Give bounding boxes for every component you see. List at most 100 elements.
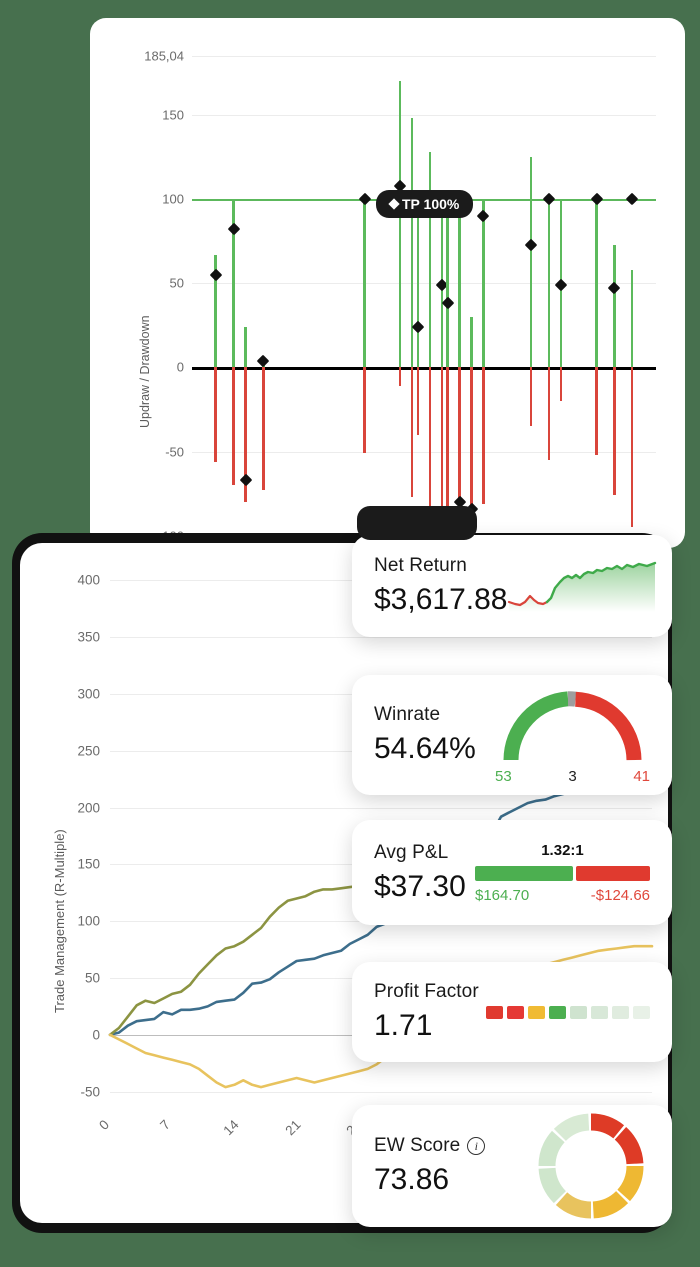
drawdown-bar[interactable] — [244, 367, 247, 503]
avg-pl-title: Avg P&L — [374, 841, 449, 863]
ew-score-value: 73.86 — [374, 1163, 450, 1196]
y-axis-tick: -50 — [80, 1084, 100, 1100]
updraw-bar[interactable] — [428, 151, 432, 368]
profit-factor-segment — [486, 1005, 503, 1019]
avg-pl-ratio-bar — [475, 865, 650, 881]
avg-loss-value: -$124.66 — [590, 886, 650, 904]
drawdown-bar[interactable] — [232, 367, 235, 486]
profit-factor-segment — [591, 1005, 608, 1019]
profit-factor-segment — [507, 1005, 524, 1019]
ew-score-donut-segment — [592, 1190, 629, 1219]
updraw-bar[interactable] — [244, 327, 247, 368]
ew-score-label: EW Score — [374, 1135, 461, 1156]
drawdown-bar[interactable] — [398, 367, 402, 386]
updraw-bar[interactable] — [458, 199, 461, 368]
updraw-bar[interactable] — [613, 244, 616, 368]
drawdown-bar[interactable] — [410, 367, 414, 497]
metric-card-winrate[interactable]: Winrate 54.64% 53 3 41 — [352, 675, 672, 795]
drawdown-bar[interactable] — [595, 367, 598, 455]
updraw-bar[interactable] — [595, 199, 598, 368]
gridline — [110, 807, 652, 809]
y-axis-tick: 0 — [92, 1027, 100, 1043]
ew-score-donut-segment — [555, 1192, 592, 1219]
drawdown-bar[interactable] — [458, 367, 461, 529]
trade-close-marker[interactable] — [227, 223, 241, 236]
updraw-bar[interactable] — [630, 269, 634, 368]
profit-factor-segment — [549, 1005, 566, 1019]
profit-factor-segments — [486, 1005, 650, 1019]
ew-score-title: EW Score i — [374, 1135, 486, 1157]
drawdown-bar[interactable] — [547, 367, 551, 460]
tooltip-tp: TP 100% — [376, 190, 474, 218]
gridline — [192, 283, 656, 285]
drawdown-bar[interactable] — [428, 367, 432, 535]
y-axis-tick: 200 — [77, 800, 100, 816]
y-axis-tick: 100 — [162, 191, 184, 207]
drawdown-bar[interactable] — [262, 367, 265, 491]
updraw-bar[interactable] — [232, 199, 235, 368]
metric-card-profit-factor[interactable]: Profit Factor 1.71 — [352, 962, 672, 1062]
drawdown-bar[interactable] — [630, 367, 634, 528]
drawdown-bar[interactable] — [470, 367, 473, 524]
trade-close-marker[interactable] — [477, 209, 490, 223]
winrate-gauge — [503, 690, 642, 760]
drawdown-bar[interactable] — [416, 367, 420, 435]
zero-line — [192, 367, 656, 370]
updraw-bar[interactable] — [470, 316, 473, 368]
trade-close-marker[interactable] — [411, 320, 425, 334]
ew-score-donut-segment — [617, 1165, 644, 1202]
drawdown-bar[interactable] — [214, 367, 218, 462]
updraw-bar[interactable] — [529, 157, 533, 368]
trade-close-marker[interactable] — [358, 192, 371, 206]
updraw-bar[interactable] — [446, 199, 450, 368]
winrate-title: Winrate — [374, 704, 441, 725]
updraw-bar[interactable] — [416, 199, 420, 368]
info-icon[interactable]: i — [467, 1137, 486, 1155]
avg-pl-ratio: 1.32:1 — [541, 841, 584, 859]
gridline — [110, 1091, 652, 1093]
profit-factor-segment — [570, 1005, 587, 1019]
trade-close-marker[interactable] — [542, 192, 556, 206]
trade-close-marker[interactable] — [554, 278, 568, 292]
net-return-value: $3,617.88 — [374, 583, 508, 616]
updraw-bar[interactable] — [363, 199, 366, 368]
y-axis-tick: 50 — [84, 970, 100, 986]
gridline — [192, 56, 656, 57]
trade-close-marker[interactable] — [524, 238, 538, 251]
trade-close-marker[interactable] — [590, 192, 603, 206]
metric-card-net-return[interactable]: Net Return $3,617.88 — [352, 535, 672, 637]
ew-score-donut-segment — [614, 1126, 644, 1165]
profit-factor-value: 1.71 — [374, 1009, 433, 1042]
trade-close-marker[interactable] — [209, 268, 223, 282]
drawdown-bar[interactable] — [440, 367, 444, 531]
drawdown-bar[interactable] — [482, 367, 485, 504]
y-axis-tick: 250 — [77, 743, 100, 759]
trade-close-marker[interactable] — [239, 473, 252, 487]
updraw-bar[interactable] — [547, 199, 551, 368]
winrate-breakeven: 3 — [568, 767, 577, 785]
updraw-bar[interactable] — [398, 81, 402, 368]
y-axis-tick: 0 — [176, 359, 184, 375]
updraw-bar[interactable] — [214, 254, 218, 368]
trade-close-marker[interactable] — [257, 354, 270, 368]
drawdown-bar[interactable] — [613, 367, 616, 496]
metric-card-avg-pl[interactable]: Avg P&L $37.30 1.32:1 $164.70 -$124.66 — [352, 820, 672, 925]
drawdown-bar[interactable] — [363, 367, 366, 454]
gridline — [192, 114, 656, 116]
profit-factor-segment — [612, 1005, 629, 1019]
drawdown-bar[interactable] — [559, 367, 563, 402]
trade-close-marker[interactable] — [441, 297, 455, 310]
updraw-bar[interactable] — [482, 199, 485, 368]
y-axis-tick: -50 — [165, 444, 184, 460]
metric-card-ew-score[interactable]: EW Score i 73.86 — [352, 1105, 672, 1227]
drawdown-bar[interactable] — [446, 367, 450, 536]
drawdown-bar[interactable] — [529, 367, 533, 427]
winrate-value: 54.64% — [374, 732, 476, 765]
tooltip-secondary — [357, 506, 477, 540]
y-axis-tick: 185,04 — [144, 48, 184, 64]
trade-close-marker[interactable] — [625, 192, 639, 206]
updraw-bar[interactable] — [410, 118, 414, 368]
y-axis-tick: 150 — [77, 856, 100, 872]
y-axis-tick: 400 — [77, 572, 100, 588]
